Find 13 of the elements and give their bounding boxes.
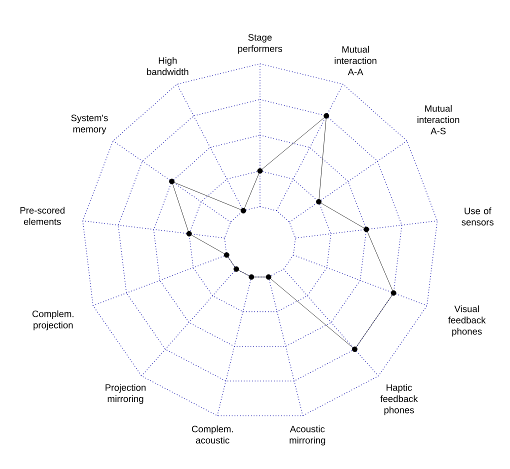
spoke-label: System's memory xyxy=(71,114,108,134)
spoke-label: Mutual interaction A-A xyxy=(334,46,376,76)
spoke-label: Haptic feedback phones xyxy=(380,384,418,416)
spoke-label: High bandwidth xyxy=(147,57,188,76)
spoke-label: Complem. acoustic xyxy=(192,425,233,444)
spoke-label: Projection mirroring xyxy=(106,384,146,404)
spoke-label: Visual feedback phones xyxy=(448,305,486,337)
spoke-label: Mutual interaction A-S xyxy=(418,104,460,134)
spoke-label: Complem. projection xyxy=(32,310,74,330)
spoke-label: Stage performers xyxy=(238,34,282,54)
spoke-label: Use of sensors xyxy=(462,207,494,226)
spoke-label: Acoustic mirroring xyxy=(290,425,326,446)
spoke-label: Pre-scored elements xyxy=(20,206,64,225)
